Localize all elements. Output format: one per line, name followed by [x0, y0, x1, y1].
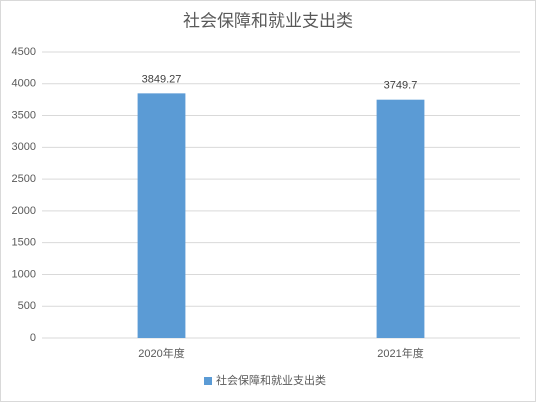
chart-title: 社会保障和就业支出类 [183, 11, 353, 30]
x-tick-label: 2020年度 [138, 346, 184, 360]
data-label: 3749.7 [384, 80, 418, 92]
data-label: 3849.27 [142, 73, 182, 85]
y-tick-label: 4500 [12, 46, 36, 58]
y-tick-label: 1000 [12, 268, 36, 280]
y-tick-label: 1500 [12, 237, 36, 249]
bar [137, 93, 186, 338]
x-tick-label: 2021年度 [377, 346, 423, 360]
y-tick-label: 3500 [12, 109, 36, 121]
y-tick-label: 2500 [12, 173, 36, 185]
y-tick-label: 4000 [12, 78, 36, 90]
legend-label: 社会保障和就业支出类 [216, 373, 326, 387]
y-tick-label: 0 [30, 332, 36, 344]
legend-swatch [204, 377, 212, 385]
bar [376, 99, 425, 338]
y-tick-label: 2000 [12, 205, 36, 217]
y-tick-label: 3000 [12, 141, 36, 153]
y-tick-label: 500 [18, 300, 36, 312]
